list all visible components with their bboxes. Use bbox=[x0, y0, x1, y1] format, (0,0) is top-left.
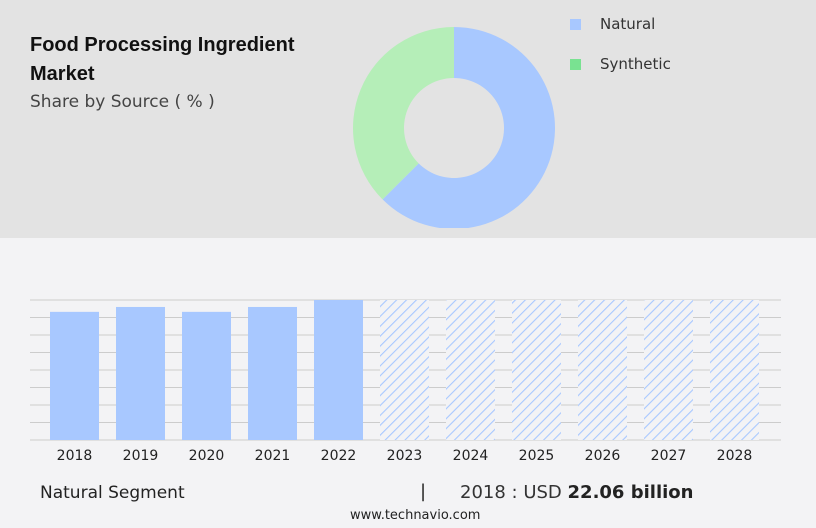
x-tick-label: 2027 bbox=[651, 448, 687, 464]
source-url: www.technavio.com bbox=[350, 508, 481, 523]
bar bbox=[50, 311, 99, 440]
separator: | bbox=[420, 481, 427, 502]
value-prefix: 2018 : USD bbox=[460, 482, 562, 503]
chart-subtitle: Share by Source ( % ) bbox=[30, 92, 215, 112]
x-tick-label: 2028 bbox=[717, 448, 753, 464]
x-tick-label: 2021 bbox=[255, 448, 291, 464]
donut-chart bbox=[353, 27, 555, 228]
x-tick-label: 2022 bbox=[321, 448, 357, 464]
forecast-bar bbox=[710, 300, 759, 440]
donut-slice-natural bbox=[382, 27, 555, 228]
x-tick-label: 2023 bbox=[387, 448, 423, 464]
bar-chart: 2018 2019 2020 2021 2022 2023 2024 2025 2026 2027… bbox=[30, 299, 781, 464]
bar bbox=[314, 300, 363, 440]
x-tick-label: 2025 bbox=[519, 448, 555, 464]
x-tick-label: 2018 bbox=[57, 448, 93, 464]
forecast-bar bbox=[380, 300, 429, 440]
forecast-bar bbox=[644, 300, 693, 440]
legend-swatch-natural bbox=[570, 18, 581, 30]
legend: Natural Synthetic bbox=[570, 14, 671, 94]
x-tick-label: 2026 bbox=[585, 448, 621, 464]
legend-label: Synthetic bbox=[600, 55, 671, 73]
bar bbox=[182, 311, 231, 440]
value-amount: 22.06 billion bbox=[567, 482, 694, 503]
legend-label: Natural bbox=[600, 15, 656, 33]
segment-value: 2018 : USD 22.06 billion bbox=[460, 482, 693, 503]
x-tick-label: 2024 bbox=[453, 448, 489, 464]
forecast-bar bbox=[512, 300, 561, 440]
bar bbox=[248, 306, 297, 440]
donut-slice-synthetic bbox=[353, 27, 454, 200]
segment-label: Natural Segment bbox=[40, 483, 185, 503]
x-tick-label: 2019 bbox=[123, 448, 159, 464]
x-tick-label: 2020 bbox=[189, 448, 225, 464]
forecast-bar bbox=[446, 300, 495, 440]
legend-item-synthetic: Synthetic bbox=[570, 54, 671, 74]
chart-title: Food Processing Ingredient Market bbox=[30, 34, 295, 85]
bar bbox=[116, 306, 165, 440]
forecast-bar bbox=[578, 300, 627, 440]
legend-item-natural: Natural bbox=[570, 14, 671, 34]
legend-swatch-synthetic bbox=[570, 58, 581, 70]
